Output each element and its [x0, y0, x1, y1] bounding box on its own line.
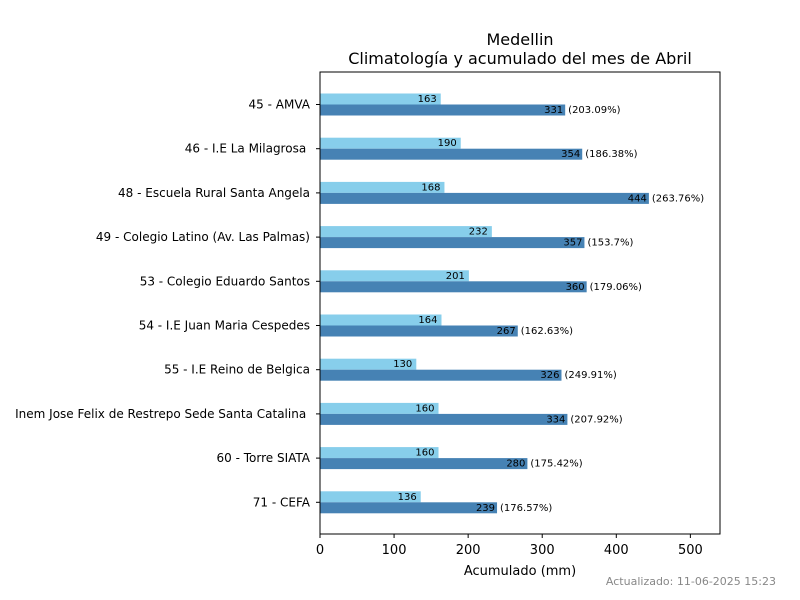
category-label: 71 - CEFA [253, 495, 311, 509]
acumulado-value-label: 360 [566, 282, 585, 293]
acumulado-percent-label: (162.63%) [521, 326, 573, 337]
category-label: Inem Jose Felix de Restrepo Sede Santa C… [15, 407, 310, 421]
climatologia-value-label: 160 [415, 403, 434, 414]
climatologia-bar [320, 93, 441, 105]
category-label: 49 - Colegio Latino (Av. Las Palmas) [96, 230, 310, 244]
acumulado-percent-label: (249.91%) [564, 370, 616, 381]
acumulado-value-label: 444 [628, 193, 647, 204]
climatologia-value-label: 163 [418, 94, 437, 105]
acumulado-percent-label: (153.7%) [587, 238, 633, 249]
acumulado-value-label: 326 [540, 370, 559, 381]
category-label: 54 - I.E Juan Maria Cespedes [139, 319, 310, 333]
x-axis-label: Acumulado (mm) [464, 564, 576, 579]
category-labels: 45 - AMVA 46 - I.E La Milagrosa 48 - Escu… [15, 98, 320, 509]
x-tick-label: 200 [456, 543, 481, 558]
acumulado-percent-label: (176.57%) [500, 503, 552, 514]
acumulado-bar [320, 502, 498, 514]
acumulado-percent-label: (207.92%) [570, 414, 622, 425]
climatologia-value-label: 201 [446, 271, 465, 282]
chart-title: Medellin [486, 30, 553, 49]
updated-timestamp: Actualizado: 11-06-2025 15:23 [605, 575, 776, 588]
climatologia-bar [320, 226, 492, 238]
bars-layer [320, 93, 649, 514]
acumulado-bar [320, 413, 568, 425]
climatologia-value-label: 136 [398, 492, 417, 503]
data-labels-layer: 163 331 (203.09%) 190 354 (186.38%) 168 444 (263… [393, 94, 704, 514]
acumulado-bar [320, 458, 528, 470]
climatologia-bar [320, 181, 445, 193]
category-label: 60 - Torre SIATA [217, 451, 311, 465]
climatologia-bar [320, 137, 461, 149]
category-label: 46 - I.E La Milagrosa [185, 142, 310, 156]
acumulado-value-label: 357 [563, 238, 582, 249]
category-label: 48 - Escuela Rural Santa Angela [118, 186, 310, 200]
climatologia-bar [320, 270, 469, 282]
acumulado-percent-label: (263.76%) [652, 193, 704, 204]
acumulado-percent-label: (186.38%) [585, 149, 637, 160]
acumulado-value-label: 334 [546, 414, 565, 425]
climatologia-bar [320, 358, 417, 370]
plot-frame [319, 71, 721, 535]
acumulado-value-label: 280 [506, 459, 525, 470]
x-tick-label: 0 [316, 543, 324, 558]
acumulado-value-label: 331 [544, 105, 563, 116]
acumulado-value-label: 267 [497, 326, 516, 337]
acumulado-value-label: 354 [561, 149, 580, 160]
x-axis-ticks: 0 100 200 300 400 500 [316, 534, 703, 558]
acumulado-bar [320, 104, 566, 116]
x-tick-label: 400 [604, 543, 629, 558]
x-tick-label: 300 [530, 543, 555, 558]
climatologia-value-label: 164 [418, 315, 437, 326]
climatologia-bar [320, 314, 442, 326]
category-label: 45 - AMVA [249, 98, 311, 112]
climatologia-value-label: 190 [438, 138, 457, 149]
climatologia-bar [320, 402, 439, 414]
x-tick-label: 100 [382, 543, 407, 558]
acumulado-bar [320, 148, 583, 160]
category-label: 53 - Colegio Eduardo Santos [140, 274, 310, 288]
acumulado-percent-label: (179.06%) [590, 282, 642, 293]
acumulado-value-label: 239 [476, 503, 495, 514]
x-tick-label: 500 [678, 543, 703, 558]
acumulado-bar [320, 369, 562, 381]
acumulado-bar [320, 192, 649, 204]
climatologia-value-label: 160 [415, 448, 434, 459]
climatologia-bar [320, 491, 421, 503]
acumulado-percent-label: (175.42%) [530, 459, 582, 470]
category-label: 55 - I.E Reino de Belgica [164, 363, 310, 377]
acumulado-bar [320, 325, 518, 337]
climatologia-value-label: 130 [393, 359, 412, 370]
acumulado-bar [320, 237, 585, 249]
acumulado-percent-label: (203.09%) [568, 105, 620, 116]
chart-subtitle: Climatología y acumulado del mes de Abri… [348, 49, 692, 68]
climatologia-bar [320, 447, 439, 459]
climatologia-value-label: 232 [469, 227, 488, 238]
acumulado-bar [320, 281, 587, 293]
climatologia-value-label: 168 [421, 182, 440, 193]
